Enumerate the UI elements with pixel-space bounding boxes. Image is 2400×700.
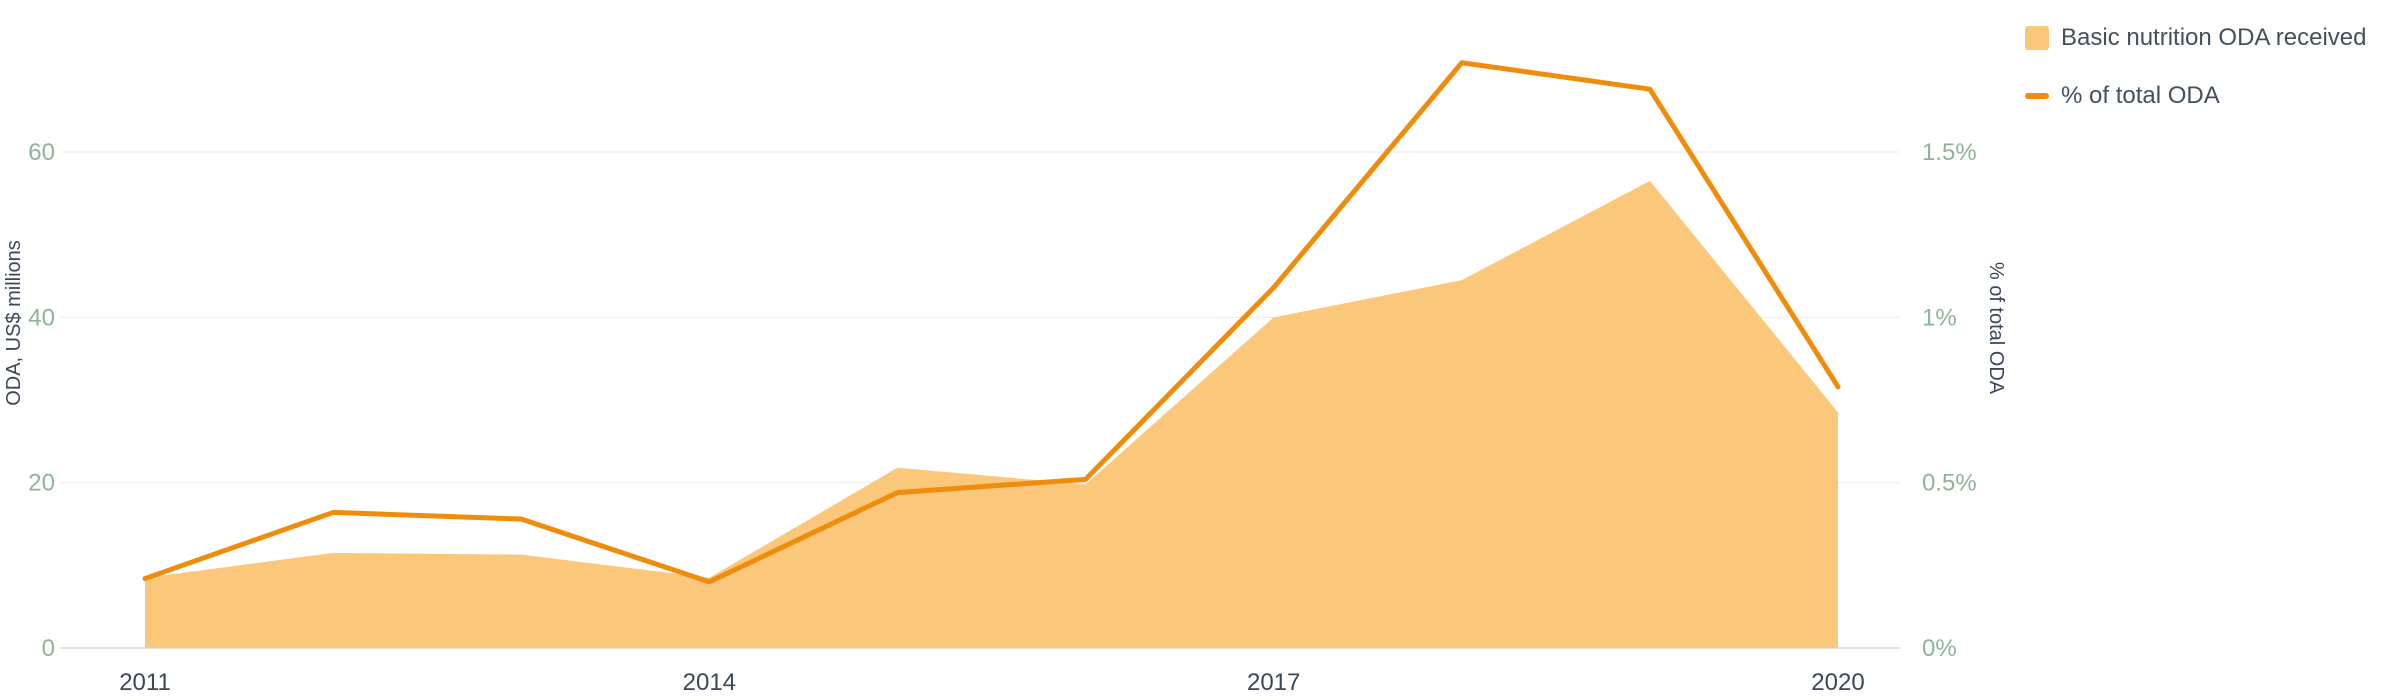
left-tick-label-0: 0 xyxy=(42,635,55,662)
area-basic-nutrition-oda xyxy=(145,180,1838,648)
right-tick-label-1-5: 1.5% xyxy=(1922,139,1977,166)
right-axis-ticks: 0% 0.5% 1% 1.5% xyxy=(1922,139,1977,662)
left-axis-ticks: 0 20 40 60 xyxy=(28,139,55,662)
legend-item-area[interactable]: Basic nutrition ODA received xyxy=(2025,20,2366,56)
legend-item-line[interactable]: % of total ODA xyxy=(2025,78,2366,114)
right-axis-title: % of total ODA xyxy=(1985,262,2007,395)
x-tick-label-2020: 2020 xyxy=(1811,669,1864,696)
x-tick-label-2014: 2014 xyxy=(683,669,736,696)
x-tick-label-2017: 2017 xyxy=(1247,669,1300,696)
left-tick-label-40: 40 xyxy=(28,304,55,331)
left-tick-label-60: 60 xyxy=(28,139,55,166)
area-series xyxy=(145,180,1838,648)
left-tick-label-20: 20 xyxy=(28,470,55,497)
right-tick-label-0: 0% xyxy=(1922,635,1957,662)
legend-label-area: Basic nutrition ODA received xyxy=(2061,24,2367,51)
line-series xyxy=(142,60,1841,585)
left-axis-title: ODA, US$ millions xyxy=(3,240,25,406)
x-axis-ticks: 2011 2014 2017 2020 xyxy=(119,669,1865,696)
legend: Basic nutrition ODA received % of total … xyxy=(2025,20,2366,136)
legend-swatch-area xyxy=(2025,26,2049,50)
right-tick-label-0-5: 0.5% xyxy=(1922,470,1977,497)
right-tick-label-1: 1% xyxy=(1922,304,1957,331)
line-pct-total-oda xyxy=(142,60,1841,585)
x-tick-label-2011: 2011 xyxy=(119,669,171,696)
legend-label-line: % of total ODA xyxy=(2061,82,2220,109)
legend-swatch-line xyxy=(2025,93,2049,99)
